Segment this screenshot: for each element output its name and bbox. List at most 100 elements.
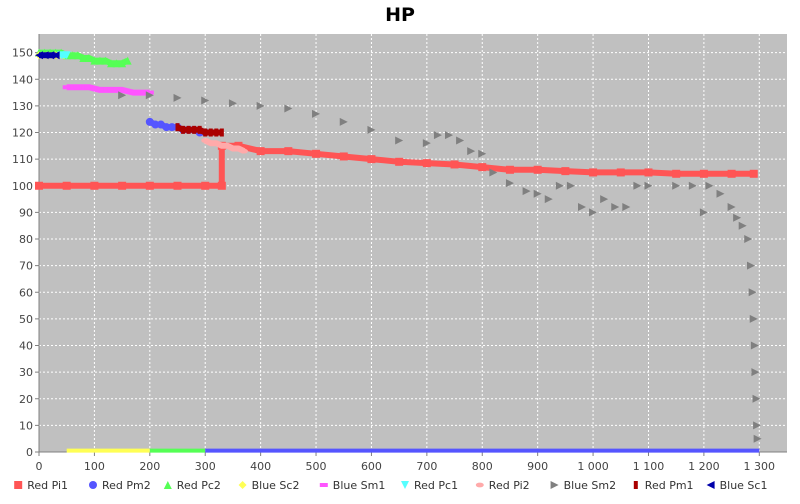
data-point [589, 168, 598, 177]
legend-label: Blue Sc1 [720, 479, 768, 492]
data-point [733, 213, 742, 222]
x-tick-label: 100 [84, 460, 105, 473]
y-tick-label: 150 [12, 47, 33, 60]
data-point [95, 87, 104, 92]
data-point [51, 51, 60, 60]
data-point [611, 203, 620, 212]
data-point [751, 368, 760, 377]
data-point [367, 125, 376, 134]
data-point [746, 261, 755, 270]
data-point [561, 167, 570, 176]
data-point [107, 87, 116, 92]
data-point [589, 208, 598, 217]
legend[interactable]: Red Pi1 Red Pm2 Red Pc2 Blue Sc2 Blue Sm1 Red… [14, 479, 767, 492]
data-point [284, 147, 293, 156]
x-tick-label: 400 [250, 460, 271, 473]
legend-item[interactable]: Red Pc1 [401, 479, 458, 492]
legend-item[interactable]: Blue Sc1 [706, 479, 768, 492]
data-point [167, 123, 176, 132]
data-point [212, 140, 221, 146]
y-tick-label: 110 [12, 153, 33, 166]
data-point [90, 181, 99, 190]
data-point [118, 59, 127, 68]
legend-marker [550, 481, 559, 489]
data-point [744, 235, 753, 244]
legend-item[interactable]: Blue Sm1 [319, 479, 386, 492]
y-tick-label: 140 [12, 73, 33, 86]
data-point [240, 148, 249, 154]
legend-item[interactable]: Blue Sm2 [550, 479, 617, 492]
data-point [622, 203, 631, 212]
x-tick-label: 1 300 [744, 460, 776, 473]
legend-label: Red Pc1 [414, 479, 458, 492]
data-point [577, 203, 586, 212]
data-point [107, 59, 116, 68]
legend-label: Blue Sm1 [333, 479, 386, 492]
data-point [140, 90, 149, 95]
data-point [73, 85, 82, 90]
data-point [395, 136, 404, 145]
data-point [752, 394, 761, 403]
legend-item[interactable]: Red Pi2 [475, 479, 530, 492]
legend-label: Red Pm1 [645, 479, 694, 492]
x-tick-label: 700 [416, 460, 437, 473]
data-point [688, 181, 697, 190]
data-point [186, 125, 191, 134]
x-tick-label: 1 200 [688, 460, 720, 473]
x-tick-label: 0 [36, 460, 43, 473]
legend-marker [475, 482, 484, 488]
y-tick-label: 30 [19, 366, 33, 379]
data-point [123, 56, 132, 65]
data-point [395, 157, 404, 166]
y-tick-label: 20 [19, 393, 33, 406]
data-point [748, 288, 757, 297]
legend-marker [633, 481, 638, 489]
y-tick-label: 130 [12, 100, 33, 113]
data-point [367, 155, 376, 164]
data-point [644, 168, 653, 177]
legend-item[interactable]: Red Pc2 [163, 479, 221, 492]
legend-item[interactable]: Red Pm2 [89, 479, 151, 492]
y-tick-label: 50 [19, 313, 33, 326]
legend-item[interactable]: Red Pm1 [633, 479, 694, 492]
data-point [699, 208, 708, 217]
data-point [312, 109, 321, 118]
data-point [699, 169, 708, 178]
x-tick-label: 500 [306, 460, 327, 473]
y-tick-label: 60 [19, 286, 33, 299]
y-tick-label: 40 [19, 340, 33, 353]
data-point [672, 181, 681, 190]
legend-label: Red Pc2 [177, 479, 221, 492]
data-point [46, 51, 55, 60]
data-point [35, 51, 43, 60]
y-tick-label: 120 [12, 127, 33, 140]
data-point [422, 159, 431, 168]
data-point [206, 140, 215, 146]
data-point [234, 146, 243, 151]
data-point [175, 123, 180, 132]
legend-label: Blue Sm2 [564, 479, 617, 492]
data-point [84, 85, 93, 90]
data-point [633, 181, 642, 190]
data-point [228, 99, 237, 108]
data-point [62, 51, 71, 60]
data-point [62, 181, 71, 190]
data-point [101, 56, 110, 65]
legend-item[interactable]: Blue Sc2 [238, 479, 300, 492]
data-point [256, 147, 265, 156]
data-point [533, 165, 542, 174]
data-point [600, 195, 609, 204]
legend-item[interactable]: Red Pi1 [14, 479, 68, 492]
legend-marker [319, 483, 328, 487]
data-point [533, 189, 542, 198]
y-tick-label: 0 [26, 446, 33, 459]
legend-label: Blue Sc2 [252, 479, 300, 492]
data-point [40, 51, 49, 60]
x-tick-label: 800 [472, 460, 493, 473]
legend-marker [401, 481, 409, 489]
data-point [555, 181, 564, 190]
data-point [217, 181, 226, 190]
data-point [256, 101, 265, 110]
data-layer [35, 48, 762, 453]
